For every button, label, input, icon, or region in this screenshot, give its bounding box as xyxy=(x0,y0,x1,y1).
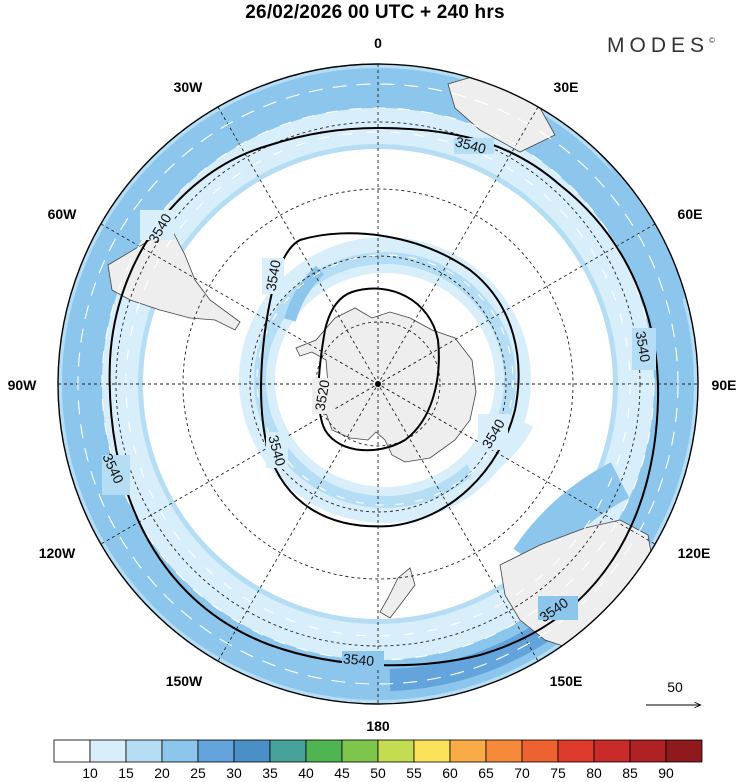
lon-label-60w: 60W xyxy=(48,206,78,222)
south-pole-marker xyxy=(375,381,381,387)
colorbar-tick-label: 55 xyxy=(406,765,422,781)
colorbar-swatch xyxy=(449,739,487,763)
colorbar-swatch xyxy=(377,739,415,763)
colorbar-swatch xyxy=(161,739,199,763)
colorbar-swatch xyxy=(53,739,91,763)
colorbar-swatch xyxy=(413,739,451,763)
colorbar-swatch xyxy=(305,739,343,763)
copyright-mark: © xyxy=(709,36,715,45)
colorbar-tick-label: 35 xyxy=(262,765,278,781)
antarctica-landmass xyxy=(295,307,477,463)
colorbar-swatch xyxy=(89,739,127,763)
contour-label: 3540 xyxy=(265,433,289,467)
colorbar-tick-label: 60 xyxy=(442,765,458,781)
lon-label-90e: 90E xyxy=(712,377,737,393)
colorbar-tick-label: 15 xyxy=(118,765,134,781)
colorbar-tick-label: 25 xyxy=(190,765,206,781)
colorbar-tick-label: 70 xyxy=(514,765,530,781)
lon-label-120w: 120W xyxy=(39,545,76,561)
contour-label: 3540 xyxy=(454,133,488,157)
colorbar-swatch xyxy=(593,739,631,763)
colorbar-swatch xyxy=(665,739,703,763)
south-america-landmass xyxy=(107,229,241,331)
colorbar-swatch xyxy=(341,739,379,763)
contour-3540-inner xyxy=(260,232,520,528)
colorbar-swatch xyxy=(485,739,523,763)
colorbar-tick-label: 20 xyxy=(154,765,170,781)
brand-logo: MODES© xyxy=(607,34,715,58)
contour-labels: 3540 3540 3540 3540 3540 3540 3540 3540 … xyxy=(99,133,656,669)
map-boundary xyxy=(57,63,699,705)
colorbar-tick-label: 65 xyxy=(478,765,494,781)
colorbar-tick-label: 40 xyxy=(298,765,314,781)
lon-label-180: 180 xyxy=(366,718,390,734)
colorbar-tick-label: 85 xyxy=(622,765,638,781)
reference-vector-label: 50 xyxy=(667,679,683,695)
colorbar-tick-label: 50 xyxy=(370,765,386,781)
colorbar: 10 15 20 25 30 35 40 45 50 55 60 65 70 75 80 85 90 xyxy=(53,739,703,781)
colorbar-swatch xyxy=(521,739,559,763)
colorbar-tick-label: 10 xyxy=(82,765,98,781)
colorbar-tick-label: 45 xyxy=(334,765,350,781)
map-title: 26/02/2026 00 UTC + 240 hrs xyxy=(245,2,505,23)
contour-label: 3540 xyxy=(342,650,375,669)
colorbar-tick-label: 30 xyxy=(226,765,242,781)
lon-label-60e: 60E xyxy=(678,206,703,222)
reference-vector: 50 xyxy=(646,679,700,705)
colorbar-swatch xyxy=(269,739,307,763)
contour-label: 3540 xyxy=(263,259,284,293)
colorbar-tick-label: 90 xyxy=(658,765,674,781)
colorbar-swatch xyxy=(125,739,163,763)
lon-label-30w: 30W xyxy=(174,79,204,95)
contour-3520 xyxy=(317,287,440,452)
new-zealand-landmass xyxy=(379,567,416,619)
colorbar-tick-label: 80 xyxy=(586,765,602,781)
lon-label-30e: 30E xyxy=(554,79,579,95)
colorbar-tick-label: 75 xyxy=(550,765,566,781)
contour-3540-outer xyxy=(108,126,660,667)
colorbar-swatch xyxy=(233,739,271,763)
colorbar-swatch xyxy=(629,739,667,763)
height-contours xyxy=(108,126,660,667)
longitude-labels: 0 30E 60E 90E 120E 150E 180 150W 120W 90… xyxy=(8,35,737,734)
lon-label-90w: 90W xyxy=(8,377,38,393)
contour-label: 3540 xyxy=(633,330,654,364)
lon-label-120e: 120E xyxy=(678,545,711,561)
colorbar-swatch xyxy=(197,739,235,763)
lon-label-150w: 150W xyxy=(166,673,203,689)
lon-label-0: 0 xyxy=(374,35,382,51)
colorbar-swatch xyxy=(557,739,595,763)
contour-label: 3520 xyxy=(312,378,333,412)
lon-label-150e: 150E xyxy=(550,673,583,689)
brand-text: MODES xyxy=(607,34,710,57)
